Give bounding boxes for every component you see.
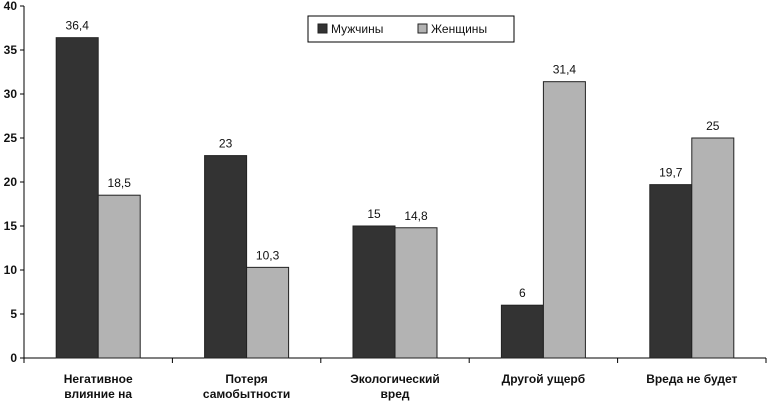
data-label: 14,8 [404,209,428,223]
x-category-label: Негативное влияние на [64,372,133,401]
x-category-label: Экологический вред [350,372,440,401]
legend-swatch [417,23,428,34]
chart-bars [55,37,735,359]
legend-swatch [317,23,328,34]
x-category-label: Другой ущерб [502,372,586,386]
x-category-label: Потеря самобытности [203,372,290,401]
data-label: 19,7 [659,166,683,180]
bar-men [55,37,99,359]
data-label: 6 [519,286,526,300]
y-tick-label: 25 [4,131,18,145]
y-tick-label: 10 [4,263,18,277]
bar-women [691,137,735,359]
legend-entry: Женщины [431,22,487,36]
y-tick-label: 30 [4,87,18,101]
bar-men [352,225,396,359]
legend-entry: Мужчины [331,22,383,36]
bar-women [246,266,290,359]
chart-category-labels: Негативное влияние на Потеря самобытности Эк… [64,372,738,401]
legend-box [307,15,515,43]
y-tick-label: 0 [10,351,17,365]
data-label: 15 [367,207,381,221]
data-label: 36,4 [66,19,90,33]
chart-axes: 0 5 10 15 20 25 30 35 40 [4,0,767,365]
x-category-label: Вреда не будет [646,372,737,386]
bar-women [97,194,141,359]
y-tick-label: 15 [4,219,18,233]
data-label: 25 [706,119,720,133]
data-label: 31,4 [553,63,577,77]
chart-data-labels: 36,4 18,5 23 10,3 15 14,8 6 31,4 19,7 25 [66,19,720,301]
y-tick-label: 35 [4,43,18,57]
bar-men [649,184,693,359]
y-tick-label: 40 [4,0,18,13]
bar-men [204,155,248,359]
data-label: 23 [219,137,233,151]
chart-legend: Мужчины Женщины [307,15,515,43]
y-tick-label: 20 [4,175,18,189]
data-label: 10,3 [256,248,280,262]
bar-women [542,81,586,359]
data-label: 18,5 [108,176,132,190]
y-tick-label: 5 [10,307,17,321]
bar-men [500,304,544,359]
bar-women [394,227,438,359]
